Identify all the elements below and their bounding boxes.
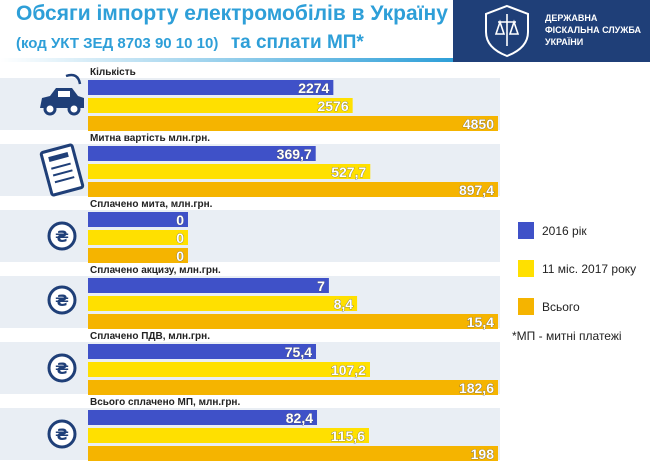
- emblem-icon: [485, 4, 529, 58]
- data-label: 2274: [298, 80, 329, 96]
- legend-item-2016: 2016 рік: [518, 222, 650, 242]
- data-label: 115,6: [331, 428, 365, 444]
- hryvnia-icon: ₴: [47, 353, 77, 383]
- bar: [88, 380, 498, 395]
- header: Обсяги імпорту електромобілів в Україну …: [0, 0, 650, 62]
- data-label: 897,4: [459, 182, 494, 198]
- bar: [88, 296, 358, 311]
- data-label: 75,4: [285, 344, 312, 360]
- data-label: 15,4: [467, 314, 494, 330]
- data-label: 107,2: [331, 362, 366, 378]
- bar: [88, 446, 498, 461]
- logo-line: ФІСКАЛЬНА СЛУЖБА: [545, 25, 642, 35]
- data-label: 369,7: [277, 146, 312, 162]
- data-label: 8,4: [334, 296, 354, 312]
- hryvnia-icon: ₴: [47, 419, 77, 449]
- bar: [88, 344, 317, 359]
- bar: [88, 164, 371, 179]
- bar: [88, 278, 329, 293]
- legend-item-2017: 11 міс. 2017 року: [518, 260, 650, 280]
- group-label: Сплачено ПДВ, млн.грн.: [90, 331, 210, 342]
- data-label: 0: [176, 230, 184, 246]
- group-label: Сплачено акцизу, млн.грн.: [90, 265, 221, 276]
- bar: [88, 314, 498, 329]
- bar: [88, 146, 316, 161]
- bar: [88, 410, 318, 425]
- data-label: 0: [176, 212, 184, 228]
- legend-label: Всього: [542, 300, 580, 314]
- svg-text:₴: ₴: [55, 425, 69, 444]
- hryvnia-icon: ₴: [47, 221, 77, 251]
- logo-line: УКРАЇНИ: [545, 37, 584, 47]
- legend-item-total: Всього: [518, 298, 650, 318]
- data-label: 7: [317, 278, 325, 294]
- logo-text: ДЕРЖАВНА ФІСКАЛЬНА СЛУЖБА УКРАЇНИ: [545, 12, 645, 48]
- bar: [88, 362, 370, 377]
- chart-subtitle: (код УКТ ЗЕД 8703 90 10 10) та сплати МП…: [16, 32, 364, 54]
- chart-title: Обсяги імпорту електромобілів в Україну: [16, 2, 448, 25]
- legend-swatch: [518, 298, 534, 315]
- svg-text:₴: ₴: [55, 227, 69, 246]
- subtitle-code: (код УКТ ЗЕД 8703 90 10 10): [16, 35, 219, 52]
- car-icon: [40, 73, 84, 116]
- group-label: Всього сплачено МП, млн.грн.: [90, 397, 240, 408]
- group-background: [0, 210, 500, 262]
- bar: [88, 230, 188, 245]
- header-divider: [0, 58, 453, 62]
- group-label: Сплачено мита, млн.грн.: [90, 199, 213, 210]
- svg-text:₴: ₴: [55, 291, 69, 310]
- data-label: 0: [176, 248, 184, 264]
- data-label: 527,7: [331, 164, 366, 180]
- legend-label: 2016 рік: [542, 224, 587, 238]
- svg-text:₴: ₴: [55, 359, 69, 378]
- bar: [88, 428, 369, 443]
- bar-chart: Кількість 2274 2576 4850 Митна вартість млн.…: [0, 67, 500, 462]
- data-label: 198: [471, 446, 495, 462]
- bar: [88, 212, 188, 227]
- hryvnia-icon: ₴: [47, 285, 77, 315]
- bar: [88, 116, 498, 131]
- logo-line: ДЕРЖАВНА: [545, 13, 598, 23]
- bar: [88, 98, 353, 113]
- legend-label: 11 міс. 2017 року: [542, 262, 637, 276]
- legend-swatch: [518, 260, 534, 277]
- legend-swatch: [518, 222, 534, 239]
- data-label: 82,4: [286, 410, 313, 426]
- data-label: 4850: [463, 116, 494, 132]
- subtitle-rest: та сплати МП*: [230, 32, 364, 53]
- group-label: Кількість: [90, 67, 136, 78]
- bar: [88, 248, 188, 263]
- bar: [88, 80, 334, 95]
- group-label: Митна вартість млн.грн.: [90, 133, 210, 144]
- bar: [88, 182, 498, 197]
- data-label: 182,6: [459, 380, 494, 396]
- document-icon: [39, 143, 85, 197]
- data-label: 2576: [317, 98, 348, 114]
- footnote: *МП - митні платежі: [512, 329, 622, 343]
